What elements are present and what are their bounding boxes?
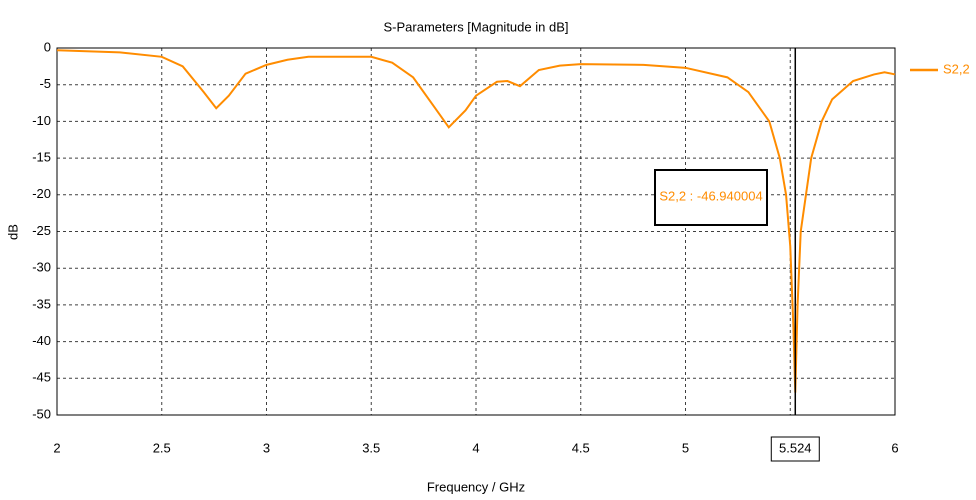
marker-annotation: S2,2 : -46.940004 bbox=[659, 188, 762, 203]
marker-x-label: 5.524 bbox=[779, 440, 812, 455]
y-tick-label: -50 bbox=[32, 406, 51, 421]
plot-frame bbox=[56, 47, 896, 416]
x-axis-label: Frequency / GHz bbox=[427, 479, 525, 494]
x-tick-label: 3 bbox=[263, 440, 270, 455]
y-axis-label: dB bbox=[5, 224, 20, 240]
y-tick-label: -25 bbox=[32, 223, 51, 238]
y-tick-label: -45 bbox=[32, 370, 51, 385]
legend-label: S2,2 bbox=[943, 61, 970, 76]
y-tick-label: -20 bbox=[32, 186, 51, 201]
y-tick-label: -10 bbox=[32, 113, 51, 128]
y-tick-label: -30 bbox=[32, 260, 51, 275]
y-tick-label: -35 bbox=[32, 296, 51, 311]
marker-annotation-box bbox=[654, 169, 768, 226]
x-tick-label: 3.5 bbox=[362, 440, 380, 455]
marker-x-box bbox=[770, 436, 820, 462]
x-tick-label: 4 bbox=[472, 440, 479, 455]
x-tick-label: 2.5 bbox=[153, 440, 171, 455]
y-tick-label: 0 bbox=[44, 39, 51, 54]
y-tick-label: -15 bbox=[32, 150, 51, 165]
x-tick-label: 6 bbox=[891, 440, 898, 455]
x-tick-label: 2 bbox=[53, 440, 60, 455]
chart-title: S-Parameters [Magnitude in dB] bbox=[384, 19, 569, 34]
x-tick-label: 5 bbox=[682, 440, 689, 455]
y-tick-label: -40 bbox=[32, 333, 51, 348]
y-tick-label: -5 bbox=[39, 76, 51, 91]
series-line bbox=[56, 49, 896, 393]
x-tick-label: 4.5 bbox=[572, 440, 590, 455]
